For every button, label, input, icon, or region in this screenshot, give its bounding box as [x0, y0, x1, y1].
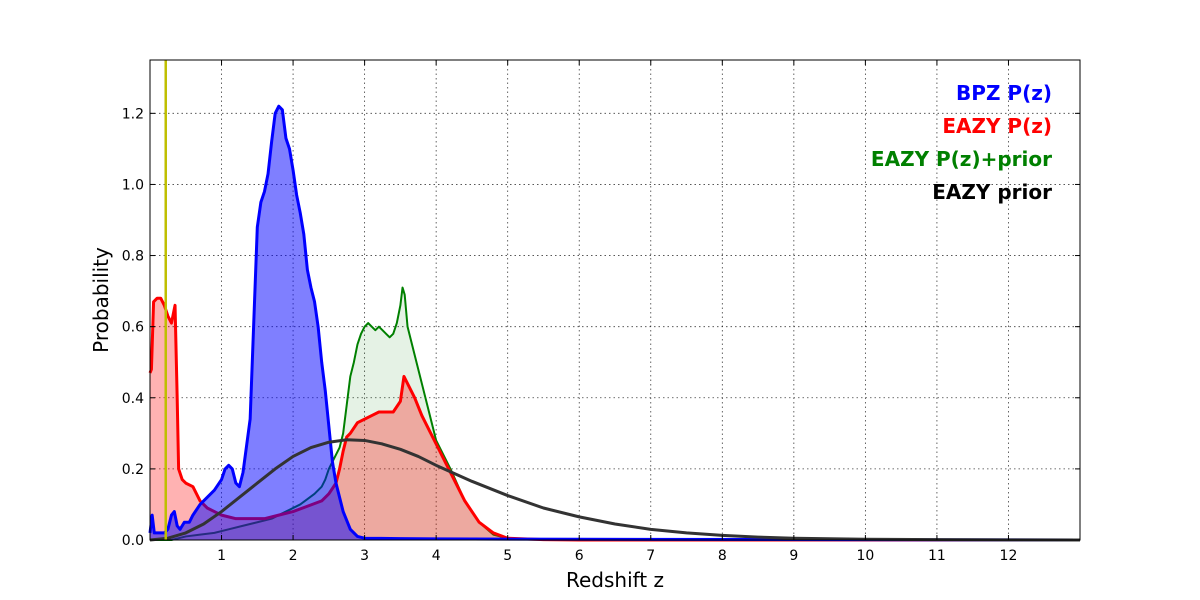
x-tick-label: 8 [718, 548, 727, 564]
x-tick-label: 6 [575, 548, 584, 564]
y-axis-label: Probability [89, 247, 113, 353]
series-layer [148, 60, 1081, 542]
series-fill-eazy-p-z [150, 298, 1080, 540]
x-tick-label: 2 [289, 548, 298, 564]
y-tick-label: 0.8 [122, 249, 144, 265]
plot-frame [149, 59, 1081, 541]
legend-entry: EAZY P(z) [942, 114, 1052, 138]
x-tick-label: 12 [1000, 548, 1018, 564]
grid [150, 60, 1080, 540]
x-tick-label: 1 [217, 548, 226, 564]
x-tick-label: 7 [646, 548, 655, 564]
legend-entry: EAZY prior [932, 180, 1052, 204]
series-fill-eazy-p-z-prior [150, 287, 1080, 540]
ticks: 1 2 3 4 5 6 7 8 9 10 11 120.00.20.40.60.81.01.2 [122, 60, 1080, 564]
series-line-bpz-p-z [148, 104, 1081, 542]
series-fill-bpz-p-z [150, 106, 1080, 540]
y-tick-label: 0.4 [122, 391, 144, 407]
legend-entry: EAZY P(z)+prior [871, 147, 1052, 171]
y-tick-label: 0.2 [122, 462, 144, 478]
legend: BPZ P(z) EAZY P(z) EAZY P(z)+prior EAZY pri… [871, 81, 1052, 204]
x-tick-label: 3 [360, 548, 369, 564]
x-tick-label: 5 [503, 548, 512, 564]
x-axis-label: Redshift z [566, 568, 664, 592]
y-tick-label: 0.0 [122, 533, 144, 549]
x-tick-label: 10 [856, 548, 874, 564]
x-tick-label: 11 [928, 548, 946, 564]
series-line-eazy-prior [149, 438, 1081, 542]
legend-entry: BPZ P(z) [956, 81, 1052, 105]
y-tick-label: 1.2 [122, 106, 144, 122]
y-tick-label: 1.0 [122, 177, 144, 193]
y-tick-label: 0.6 [122, 320, 144, 336]
x-tick-label: 4 [432, 548, 441, 564]
x-tick-label: 9 [789, 548, 798, 564]
